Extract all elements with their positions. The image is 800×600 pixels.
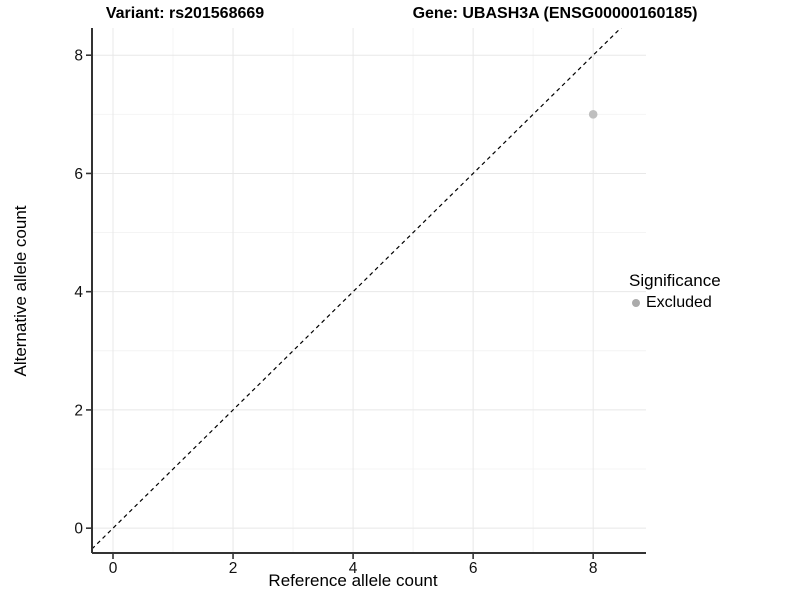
legend: Significance Excluded	[629, 271, 721, 312]
y-tick-label: 0	[74, 521, 83, 538]
data-point	[588, 110, 598, 119]
y-tick-label: 2	[74, 402, 83, 419]
x-tick-label: 8	[589, 560, 598, 577]
x-tick-label: 4	[349, 560, 358, 577]
variant-title: Variant: rs201568669	[105, 5, 265, 22]
x-tick-label: 0	[109, 560, 118, 577]
y-tick-label: 6	[74, 166, 83, 183]
x-tick-label: 2	[229, 560, 238, 577]
excluded-marker-icon	[632, 299, 640, 307]
y-tick-label: 4	[74, 284, 83, 301]
identity-reference-line	[92, 28, 622, 550]
x-axis-title: Reference allele count	[268, 571, 438, 590]
legend-title: Significance	[629, 271, 721, 290]
x-tick-label: 6	[469, 560, 478, 577]
y-axis-title: Alternative allele count	[11, 205, 31, 377]
y-tick-label: 8	[74, 48, 83, 65]
gene-title: Gene: UBASH3A (ENSG00000160185)	[412, 5, 698, 22]
legend-entry-label: Excluded	[646, 294, 712, 311]
legend-entry-excluded: Excluded	[629, 294, 721, 312]
